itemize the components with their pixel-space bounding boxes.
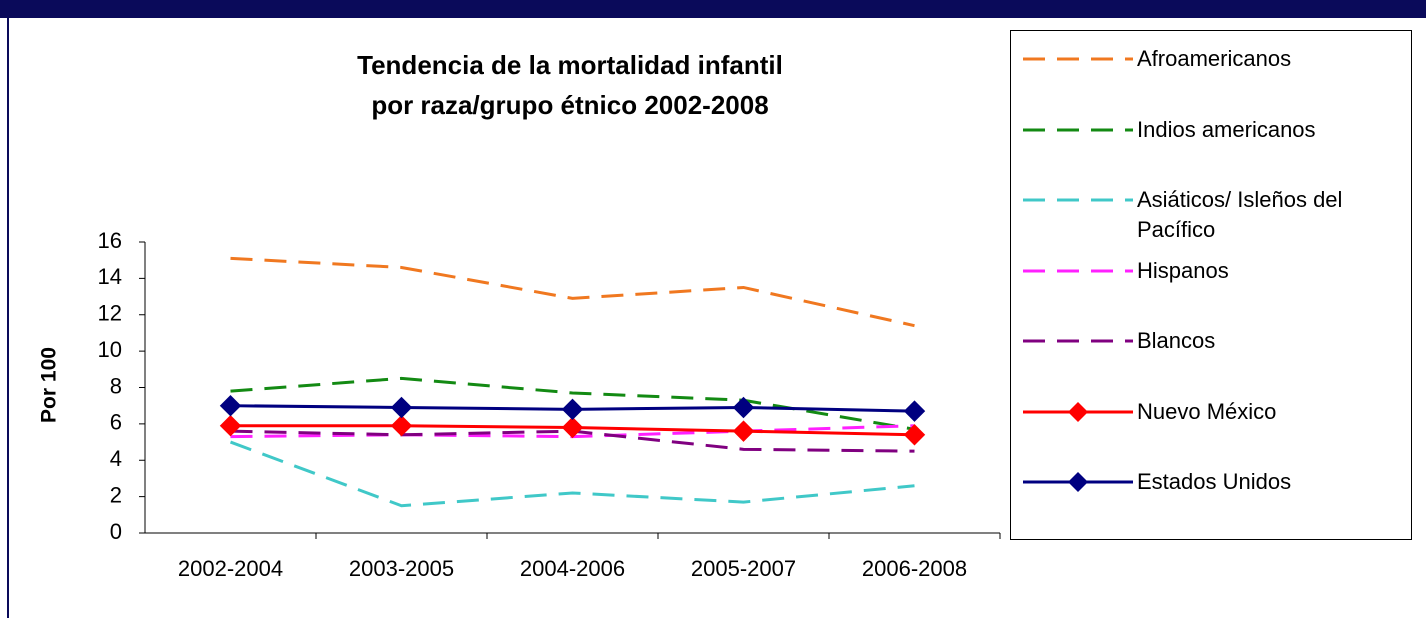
y-tick-label: 14 [98, 264, 122, 289]
marker [390, 396, 413, 419]
x-tick-label: 2002-2004 [178, 556, 283, 581]
legend-swatch [1023, 57, 1133, 61]
y-tick-label: 6 [110, 410, 122, 435]
marker [561, 416, 584, 439]
left-border [7, 18, 9, 618]
chart: Tendencia de la mortalidad infantil por … [38, 50, 1001, 581]
series-line [230, 376, 915, 431]
chart-title: por raza/grupo étnico 2002-2008 [371, 90, 768, 120]
legend-label: Estados Unidos [1137, 469, 1292, 494]
legend-swatch [1023, 269, 1133, 272]
series-line [230, 256, 915, 328]
legend-label: Indios americanos [1137, 116, 1316, 142]
chart-title: Tendencia de la mortalidad infantil [357, 50, 783, 80]
marker [561, 398, 584, 421]
y-tick-label: 16 [98, 228, 122, 253]
legend-swatch [1023, 128, 1133, 131]
marker [219, 394, 242, 417]
marker [390, 414, 413, 437]
marker [903, 400, 926, 422]
legend-label: Asiáticos/ Isleños del Pacífico [1137, 187, 1343, 242]
legend-swatch [1023, 401, 1133, 422]
x-tick-label: 2006-2008 [862, 556, 967, 581]
marker [219, 414, 242, 437]
x-tick-label: 2003-2005 [349, 556, 454, 581]
x-tick-label: 2004-2006 [520, 556, 625, 581]
y-tick-label: 8 [110, 373, 122, 398]
y-axis-label: Por 100 [38, 347, 61, 423]
y-tick-label: 0 [110, 519, 122, 544]
y-tick-label: 10 [98, 337, 122, 362]
legend-marker [1068, 472, 1088, 492]
legend-marker [1068, 401, 1088, 422]
legend-label: Hispanos [1137, 257, 1229, 283]
y-tick-label: 4 [110, 446, 122, 471]
legend-swatch [1023, 472, 1133, 492]
legend-swatch [1023, 198, 1133, 202]
legend-swatch [1023, 339, 1133, 343]
x-tick-label: 2005-2007 [691, 556, 796, 581]
y-tick-label: 2 [110, 482, 122, 507]
marker [732, 396, 755, 419]
marker [732, 420, 755, 442]
legend-label: Afroamericanos [1137, 46, 1292, 71]
series-line [229, 440, 915, 508]
marker [903, 424, 926, 446]
legend-label: Nuevo México [1137, 398, 1277, 424]
legend: Afroamericanos Indios americanos Asiáticos… [1010, 30, 1412, 540]
top-bar [0, 0, 1426, 18]
y-tick-label: 12 [98, 301, 122, 326]
legend-label: Blancos [1137, 328, 1216, 353]
